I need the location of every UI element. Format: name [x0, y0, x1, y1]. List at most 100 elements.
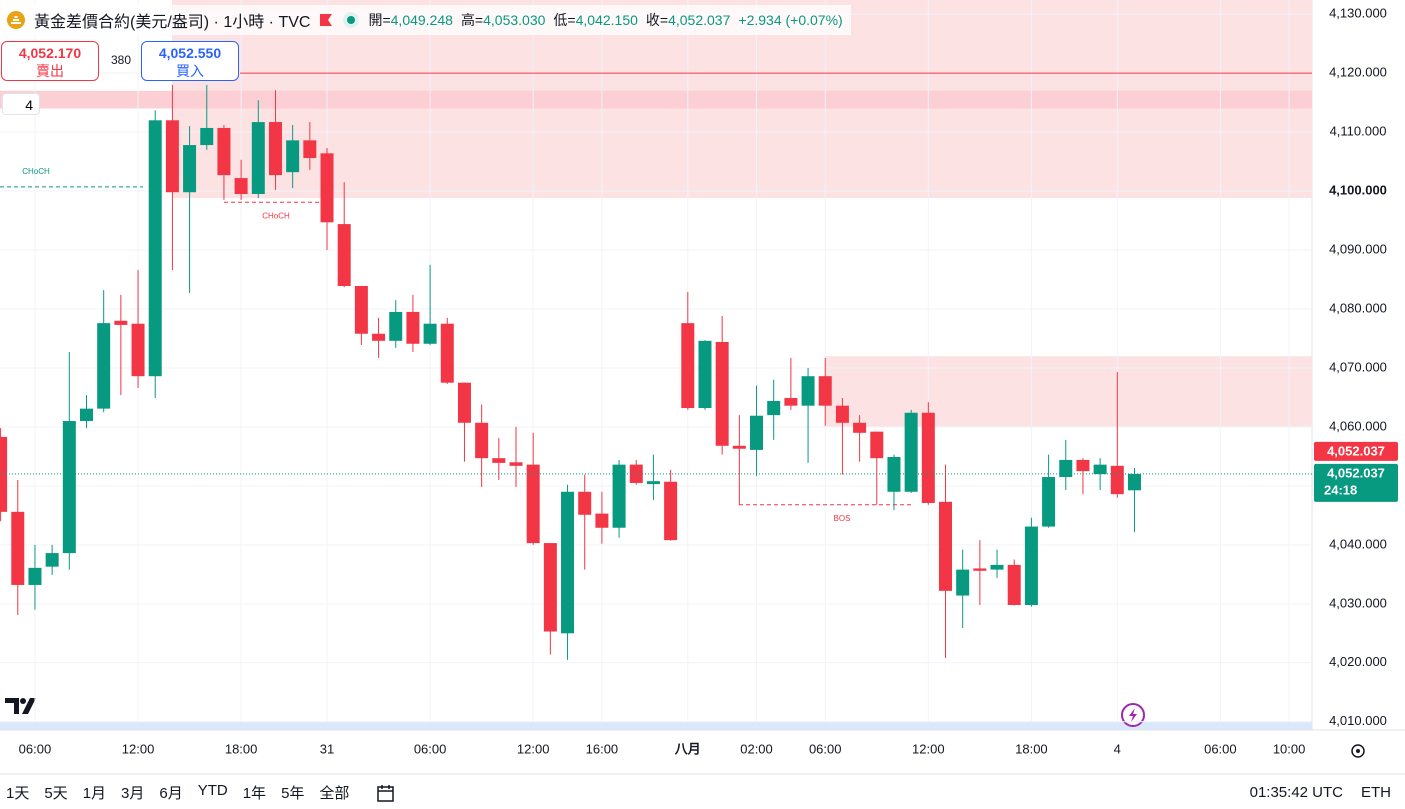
session[interactable]: ETH: [1361, 784, 1391, 801]
candle-body: [389, 311, 403, 341]
countdown: 24:18: [1324, 482, 1357, 497]
candle-body: [887, 456, 901, 492]
ohlc-value: 4,049.248: [390, 12, 453, 28]
ohlc-value: 4,042.150: [575, 12, 638, 28]
x-tick-label: 06:00: [809, 741, 842, 756]
ohlc-item: 低=4,042.150: [553, 10, 637, 30]
candle-body: [956, 569, 970, 596]
ohlc-item: 開=4,049.248: [368, 10, 452, 30]
candle-body: [990, 564, 1004, 570]
range-button[interactable]: 5天: [44, 785, 68, 802]
x-tick-label: 06:00: [19, 741, 52, 756]
flag[interactable]: [318, 12, 334, 28]
y-tick-label: 4,060.000: [1329, 418, 1387, 433]
plot: 4,130.000 4,120.000 4,110.000 4,100.000 4,09…: [0, 0, 1398, 756]
x-tick-label: 18:00: [225, 741, 258, 756]
candle-body: [457, 382, 471, 423]
candle-body: [148, 120, 162, 377]
y-tick-label: 4,020.000: [1329, 654, 1387, 669]
ohlc-label: 開=: [368, 12, 391, 28]
toolbar: 1天 5天 1月 3月 6月 YTD 1年 5年 全部 01:35:42 UTC ETH: [0, 776, 1405, 809]
candle-body: [423, 323, 437, 344]
ohlc-value: 4,052.037: [668, 12, 731, 28]
lightning-icon[interactable]: [1121, 703, 1145, 727]
candle-body: [200, 127, 214, 146]
candle-body: [217, 127, 231, 176]
x-tick-label: 06:00: [1204, 741, 1237, 756]
y-tick-label: 4,040.000: [1329, 536, 1387, 551]
clock: 01:35:42 UTC: [1249, 784, 1343, 801]
sell-button[interactable]: 4,052.170 賣出: [1, 41, 99, 81]
candle-body: [973, 568, 987, 571]
ohlc-item: 高=4,053.030: [461, 10, 545, 30]
candle-body: [337, 224, 351, 286]
range-button[interactable]: 1年: [242, 785, 267, 802]
range-button[interactable]: YTD: [197, 782, 228, 799]
candle-body: [97, 323, 111, 409]
candle-body: [268, 122, 282, 176]
candle-body: [853, 422, 867, 433]
x-tick-label: 02:00: [740, 741, 773, 756]
candle-body: [870, 431, 884, 459]
y-tick-label: 4,090.000: [1329, 241, 1387, 256]
candle-body: [1059, 459, 1073, 478]
candle-body: [561, 491, 575, 634]
ohlc-legend: 開=4,049.248 高=4,053.030 低=4,042.150 收=4,052…: [368, 10, 730, 30]
candle-body: [835, 405, 849, 423]
candle-body: [784, 398, 798, 406]
candle-body: [475, 422, 489, 459]
candle-body: [767, 400, 781, 416]
sell-price: 4,052.170: [18, 45, 82, 61]
spread: 380: [111, 53, 132, 67]
y-tick-label: 4,030.000: [1329, 595, 1387, 610]
x-tick-label: 31: [320, 741, 334, 756]
candle-body: [750, 415, 764, 450]
buy-button[interactable]: 4,052.550 買入: [141, 41, 239, 81]
indicator-toggle[interactable]: 4: [2, 93, 40, 115]
candle-body: [801, 376, 815, 406]
candle-body: [939, 501, 952, 591]
ohlc-value: 4,053.030: [483, 12, 546, 28]
range-button[interactable]: 全部: [319, 785, 350, 802]
candle-body: [1093, 464, 1107, 475]
y-tick-label: 4,070.000: [1329, 359, 1387, 374]
buy-label: 買入: [176, 63, 204, 79]
buy-price: 4,052.550: [158, 45, 222, 61]
candle-body: [921, 412, 935, 503]
candle-body: [698, 340, 712, 409]
range-button[interactable]: 1天: [6, 785, 30, 802]
candle-body: [440, 323, 454, 383]
range-button[interactable]: 1月: [82, 785, 107, 802]
candle-body: [303, 140, 317, 159]
candle-body: [543, 543, 557, 632]
tv-logo: [5, 698, 36, 714]
candle-body: [0, 436, 8, 512]
calendar-icon[interactable]: [375, 782, 397, 804]
x-tick-label: 10:00: [1273, 741, 1306, 756]
candle-body: [406, 311, 420, 344]
title: 黃金差價合約(美元/盎司) · 1小時 · TVC: [34, 14, 311, 31]
ohlc-item: 收=4,052.037: [646, 10, 730, 30]
candle-body: [251, 122, 265, 194]
x-tick-label: 06:00: [414, 741, 447, 756]
range-button[interactable]: 3月: [121, 785, 145, 802]
settings-icon[interactable]: [1351, 744, 1365, 758]
candle-body: [183, 145, 197, 193]
candle-body: [1042, 477, 1056, 527]
range-button[interactable]: 6月: [159, 785, 183, 802]
x-tick-label: 16:00: [586, 741, 619, 756]
candle-body: [62, 421, 76, 554]
candle-body: [492, 458, 506, 463]
candle-body: [28, 567, 42, 585]
symbol-icon: [7, 11, 25, 29]
candle-body: [1076, 459, 1090, 472]
zone: [0, 90, 1312, 109]
range-button[interactable]: 5年: [281, 785, 305, 802]
candle-body: [646, 481, 660, 485]
structure-label: BOS: [834, 514, 851, 523]
x-tick-label: 12:00: [912, 741, 945, 756]
status-dot: [343, 12, 360, 28]
y-tick-label: 4,130.000: [1329, 6, 1387, 21]
candle-body: [11, 511, 25, 585]
x-tick-label: 4: [1114, 741, 1121, 756]
